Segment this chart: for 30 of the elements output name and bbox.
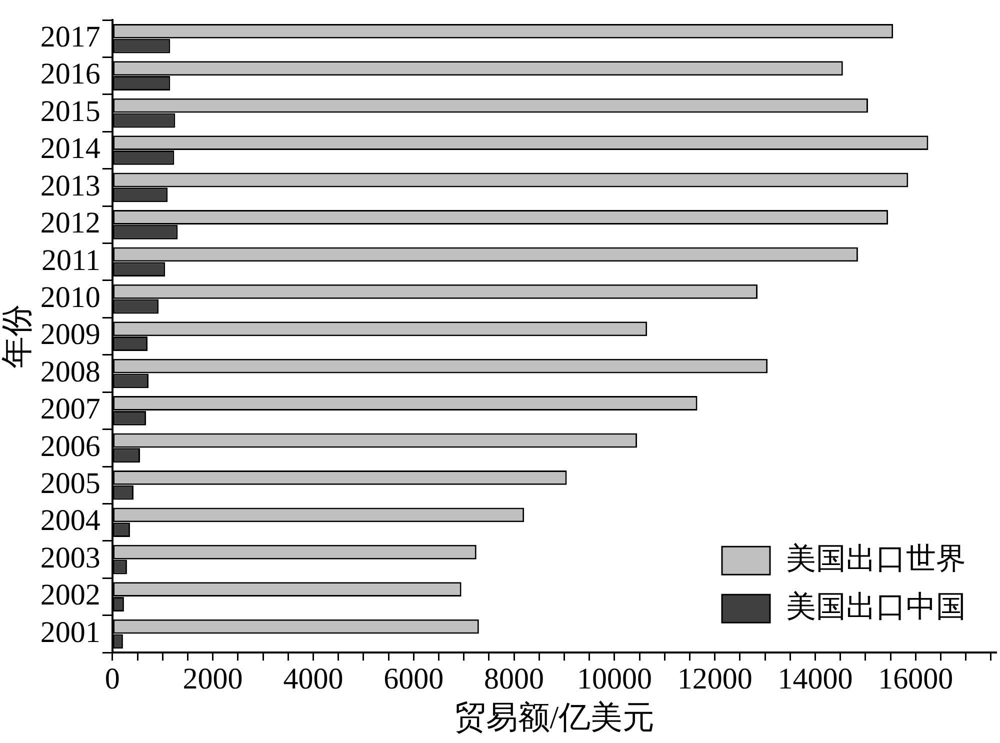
y-tick-label: 2008: [40, 355, 100, 388]
x-tick-label: 12000: [677, 662, 752, 696]
y-tick-label: 2007: [40, 392, 100, 426]
x-tick-label: 0: [104, 662, 120, 696]
x-axis-title: 贸易额/亿美元: [454, 699, 655, 736]
y-tick-label: 2006: [40, 430, 100, 463]
x-tick-label: 10000: [576, 662, 652, 696]
y-tick-label: 2014: [40, 132, 100, 166]
y-tick-label: 2002: [40, 578, 100, 612]
y-tick-label: 2005: [40, 467, 100, 500]
y-tick-label: 2013: [40, 169, 100, 202]
x-tick-label: 8000: [484, 662, 544, 696]
legend-label: 美国出口中国: [786, 590, 966, 624]
x-tick-label: 2000: [182, 662, 243, 696]
y-tick-label: 2017: [40, 20, 100, 54]
y-tick-label: 2015: [40, 94, 100, 128]
y-tick-label: 2010: [40, 280, 100, 314]
x-tick-label: 16000: [878, 662, 954, 696]
y-tick-label: 2001: [40, 616, 100, 649]
x-tick-label: 14000: [778, 662, 853, 696]
y-tick-label: 2011: [42, 244, 100, 277]
y-tick-label: 2016: [40, 58, 100, 91]
y-tick-label: 2004: [40, 504, 100, 538]
y-axis-title: 年份: [0, 304, 35, 368]
x-tick-label: 6000: [384, 662, 444, 696]
y-tick-label: 2003: [40, 541, 100, 574]
legend-label: 美国出口世界: [786, 542, 966, 576]
y-tick-label: 2009: [40, 318, 100, 352]
y-tick-label: 2012: [40, 206, 100, 240]
x-tick-label: 4000: [283, 662, 344, 696]
